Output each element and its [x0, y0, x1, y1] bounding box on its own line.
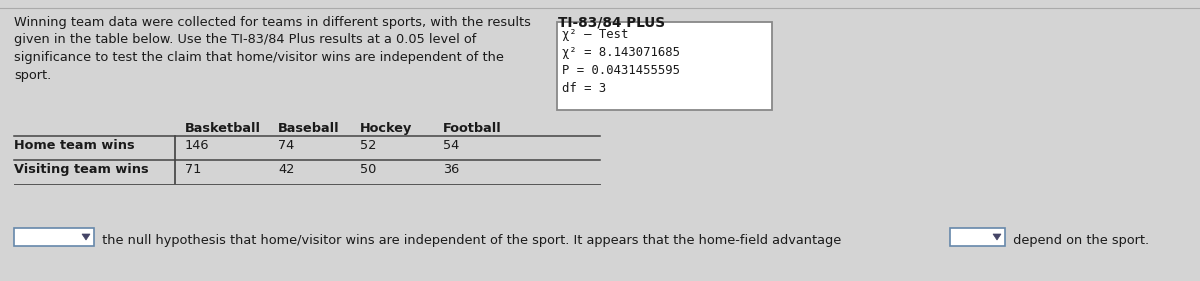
Text: Baseball: Baseball — [278, 122, 340, 135]
Text: depend on the sport.: depend on the sport. — [1009, 234, 1150, 247]
FancyBboxPatch shape — [950, 228, 1006, 246]
Text: 74: 74 — [278, 139, 294, 152]
Text: significance to test the claim that home/visitor wins are independent of the: significance to test the claim that home… — [14, 51, 504, 64]
Text: Hockey: Hockey — [360, 122, 413, 135]
Text: Winning team data were collected for teams in different sports, with the results: Winning team data were collected for tea… — [14, 16, 530, 29]
Text: P = 0.0431455595: P = 0.0431455595 — [562, 64, 680, 77]
FancyBboxPatch shape — [14, 228, 94, 246]
Text: 50: 50 — [360, 163, 377, 176]
Text: Visiting team wins: Visiting team wins — [14, 163, 149, 176]
Text: given in the table below. Use the TI-83/84 Plus results at a 0.05 level of: given in the table below. Use the TI-83/… — [14, 33, 476, 46]
Text: 71: 71 — [185, 163, 202, 176]
Text: sport.: sport. — [14, 69, 52, 81]
FancyBboxPatch shape — [557, 22, 772, 110]
Text: Home team wins: Home team wins — [14, 139, 134, 152]
Text: 42: 42 — [278, 163, 294, 176]
Polygon shape — [994, 234, 1001, 240]
Text: 36: 36 — [443, 163, 460, 176]
Text: 146: 146 — [185, 139, 210, 152]
Text: χ² – Test: χ² – Test — [562, 28, 629, 41]
Text: 52: 52 — [360, 139, 377, 152]
Text: Football: Football — [443, 122, 502, 135]
Text: 54: 54 — [443, 139, 460, 152]
Text: TI-83/84 PLUS: TI-83/84 PLUS — [558, 16, 665, 30]
Polygon shape — [82, 234, 90, 240]
Text: the null hypothesis that home/visitor wins are independent of the sport. It appe: the null hypothesis that home/visitor wi… — [98, 234, 841, 247]
Text: Basketball: Basketball — [185, 122, 262, 135]
Text: χ² = 8.143071685: χ² = 8.143071685 — [562, 46, 680, 59]
Text: df = 3: df = 3 — [562, 82, 606, 95]
